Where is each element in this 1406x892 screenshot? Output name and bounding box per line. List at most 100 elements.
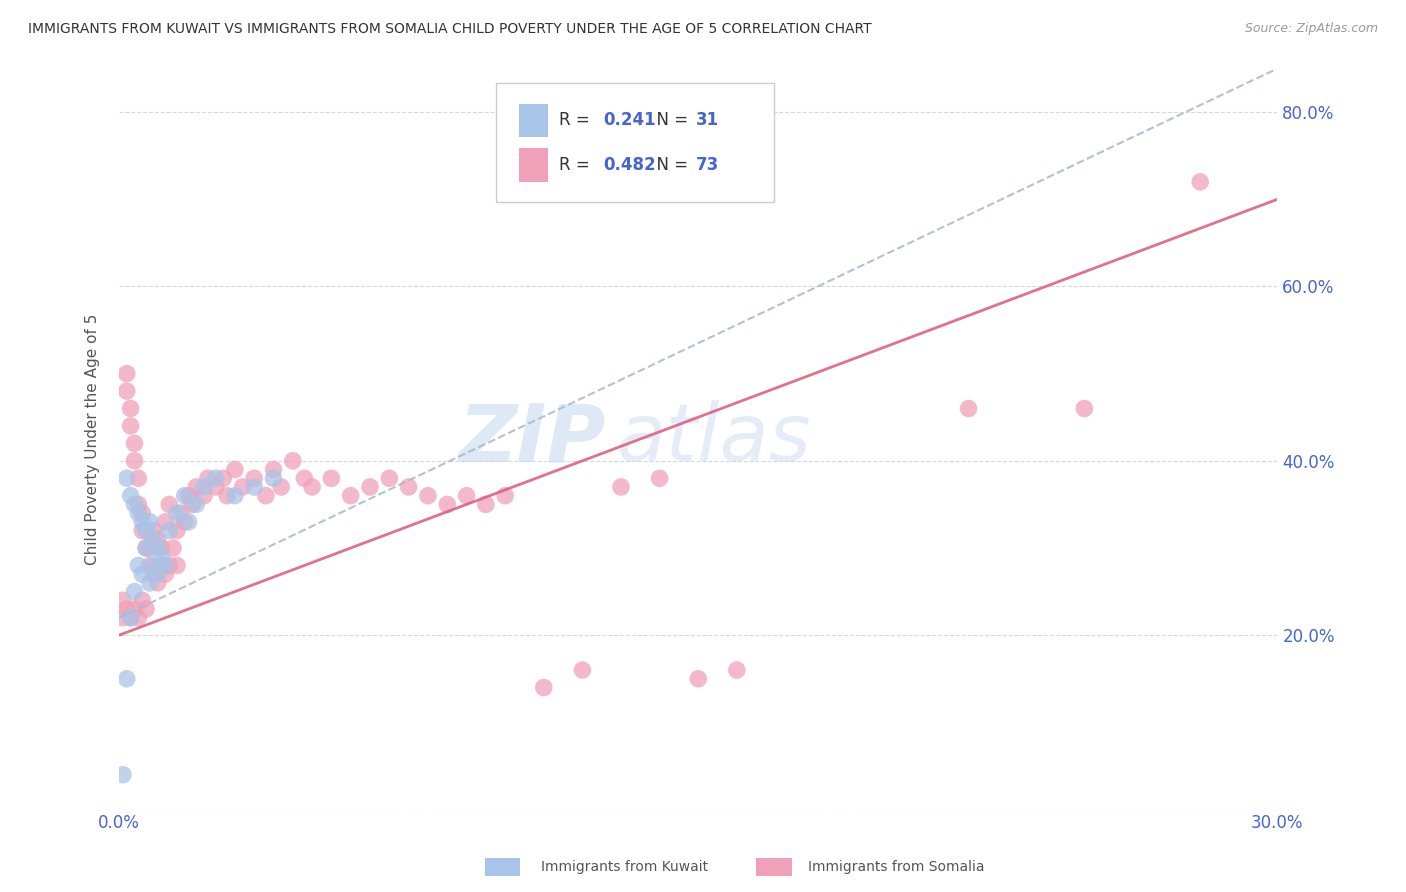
Point <box>135 541 157 555</box>
Point <box>436 497 458 511</box>
Text: atlas: atlas <box>617 400 811 478</box>
Point <box>146 533 169 547</box>
Point <box>124 436 146 450</box>
Point <box>243 480 266 494</box>
Point <box>263 471 285 485</box>
Point <box>193 480 215 494</box>
Text: 73: 73 <box>696 156 718 174</box>
Point <box>610 480 633 494</box>
Point <box>648 471 671 485</box>
Point <box>224 489 246 503</box>
Point <box>131 593 153 607</box>
Point <box>139 541 162 555</box>
Point <box>232 480 254 494</box>
Point <box>120 611 142 625</box>
Point <box>124 497 146 511</box>
Point <box>150 541 173 555</box>
Text: R =: R = <box>560 112 595 129</box>
Point <box>135 524 157 538</box>
Point <box>111 767 134 781</box>
Point <box>212 471 235 485</box>
Text: 31: 31 <box>696 112 718 129</box>
Point <box>131 524 153 538</box>
Point <box>571 663 593 677</box>
Point <box>155 515 177 529</box>
Point <box>456 489 478 503</box>
Point <box>166 506 188 520</box>
Point <box>139 515 162 529</box>
Point <box>181 497 204 511</box>
Point <box>1073 401 1095 416</box>
Point <box>197 471 219 485</box>
Text: R =: R = <box>560 156 595 174</box>
Point <box>243 471 266 485</box>
Point <box>162 541 184 555</box>
Point <box>339 489 361 503</box>
Point <box>378 471 401 485</box>
Point <box>321 471 343 485</box>
Point <box>270 480 292 494</box>
Point <box>186 497 208 511</box>
Point <box>120 611 142 625</box>
Point <box>224 462 246 476</box>
Point <box>688 672 710 686</box>
Point <box>127 558 149 573</box>
Point <box>155 558 177 573</box>
Y-axis label: Child Poverty Under the Age of 5: Child Poverty Under the Age of 5 <box>86 313 100 565</box>
Point <box>142 524 165 538</box>
Point <box>146 541 169 555</box>
Point <box>217 489 239 503</box>
Point <box>135 541 157 555</box>
Text: 0.482: 0.482 <box>603 156 655 174</box>
Point <box>155 567 177 582</box>
Bar <box>519 103 548 137</box>
Point <box>111 611 134 625</box>
Point <box>166 558 188 573</box>
Text: Source: ZipAtlas.com: Source: ZipAtlas.com <box>1244 22 1378 36</box>
Point <box>173 489 195 503</box>
Point <box>131 515 153 529</box>
Point <box>725 663 748 677</box>
Point <box>135 602 157 616</box>
Point <box>398 480 420 494</box>
Point <box>124 584 146 599</box>
Point <box>533 681 555 695</box>
Point <box>111 593 134 607</box>
Point <box>150 549 173 564</box>
Point <box>157 497 180 511</box>
Point <box>120 419 142 434</box>
Point <box>120 401 142 416</box>
Point <box>142 567 165 582</box>
Point <box>166 524 188 538</box>
Text: Immigrants from Kuwait: Immigrants from Kuwait <box>541 860 709 874</box>
Point <box>204 471 226 485</box>
Text: N =: N = <box>647 112 693 129</box>
Point <box>120 489 142 503</box>
Point <box>157 558 180 573</box>
Point <box>115 367 138 381</box>
Point <box>301 480 323 494</box>
Text: N =: N = <box>647 156 693 174</box>
Point <box>957 401 980 416</box>
Point <box>254 489 277 503</box>
Point <box>127 506 149 520</box>
Text: ZIP: ZIP <box>458 400 606 478</box>
Point <box>359 480 381 494</box>
FancyBboxPatch shape <box>495 83 773 202</box>
Text: Immigrants from Somalia: Immigrants from Somalia <box>808 860 986 874</box>
Text: 0.241: 0.241 <box>603 112 655 129</box>
Point <box>150 558 173 573</box>
Point <box>115 672 138 686</box>
Point <box>127 611 149 625</box>
Point <box>193 489 215 503</box>
Point <box>115 602 138 616</box>
Point <box>204 480 226 494</box>
Point <box>142 558 165 573</box>
Point <box>127 497 149 511</box>
Point <box>494 489 516 503</box>
Point <box>142 533 165 547</box>
Point <box>263 462 285 476</box>
Point <box>131 506 153 520</box>
Point <box>475 497 498 511</box>
Point <box>127 471 149 485</box>
